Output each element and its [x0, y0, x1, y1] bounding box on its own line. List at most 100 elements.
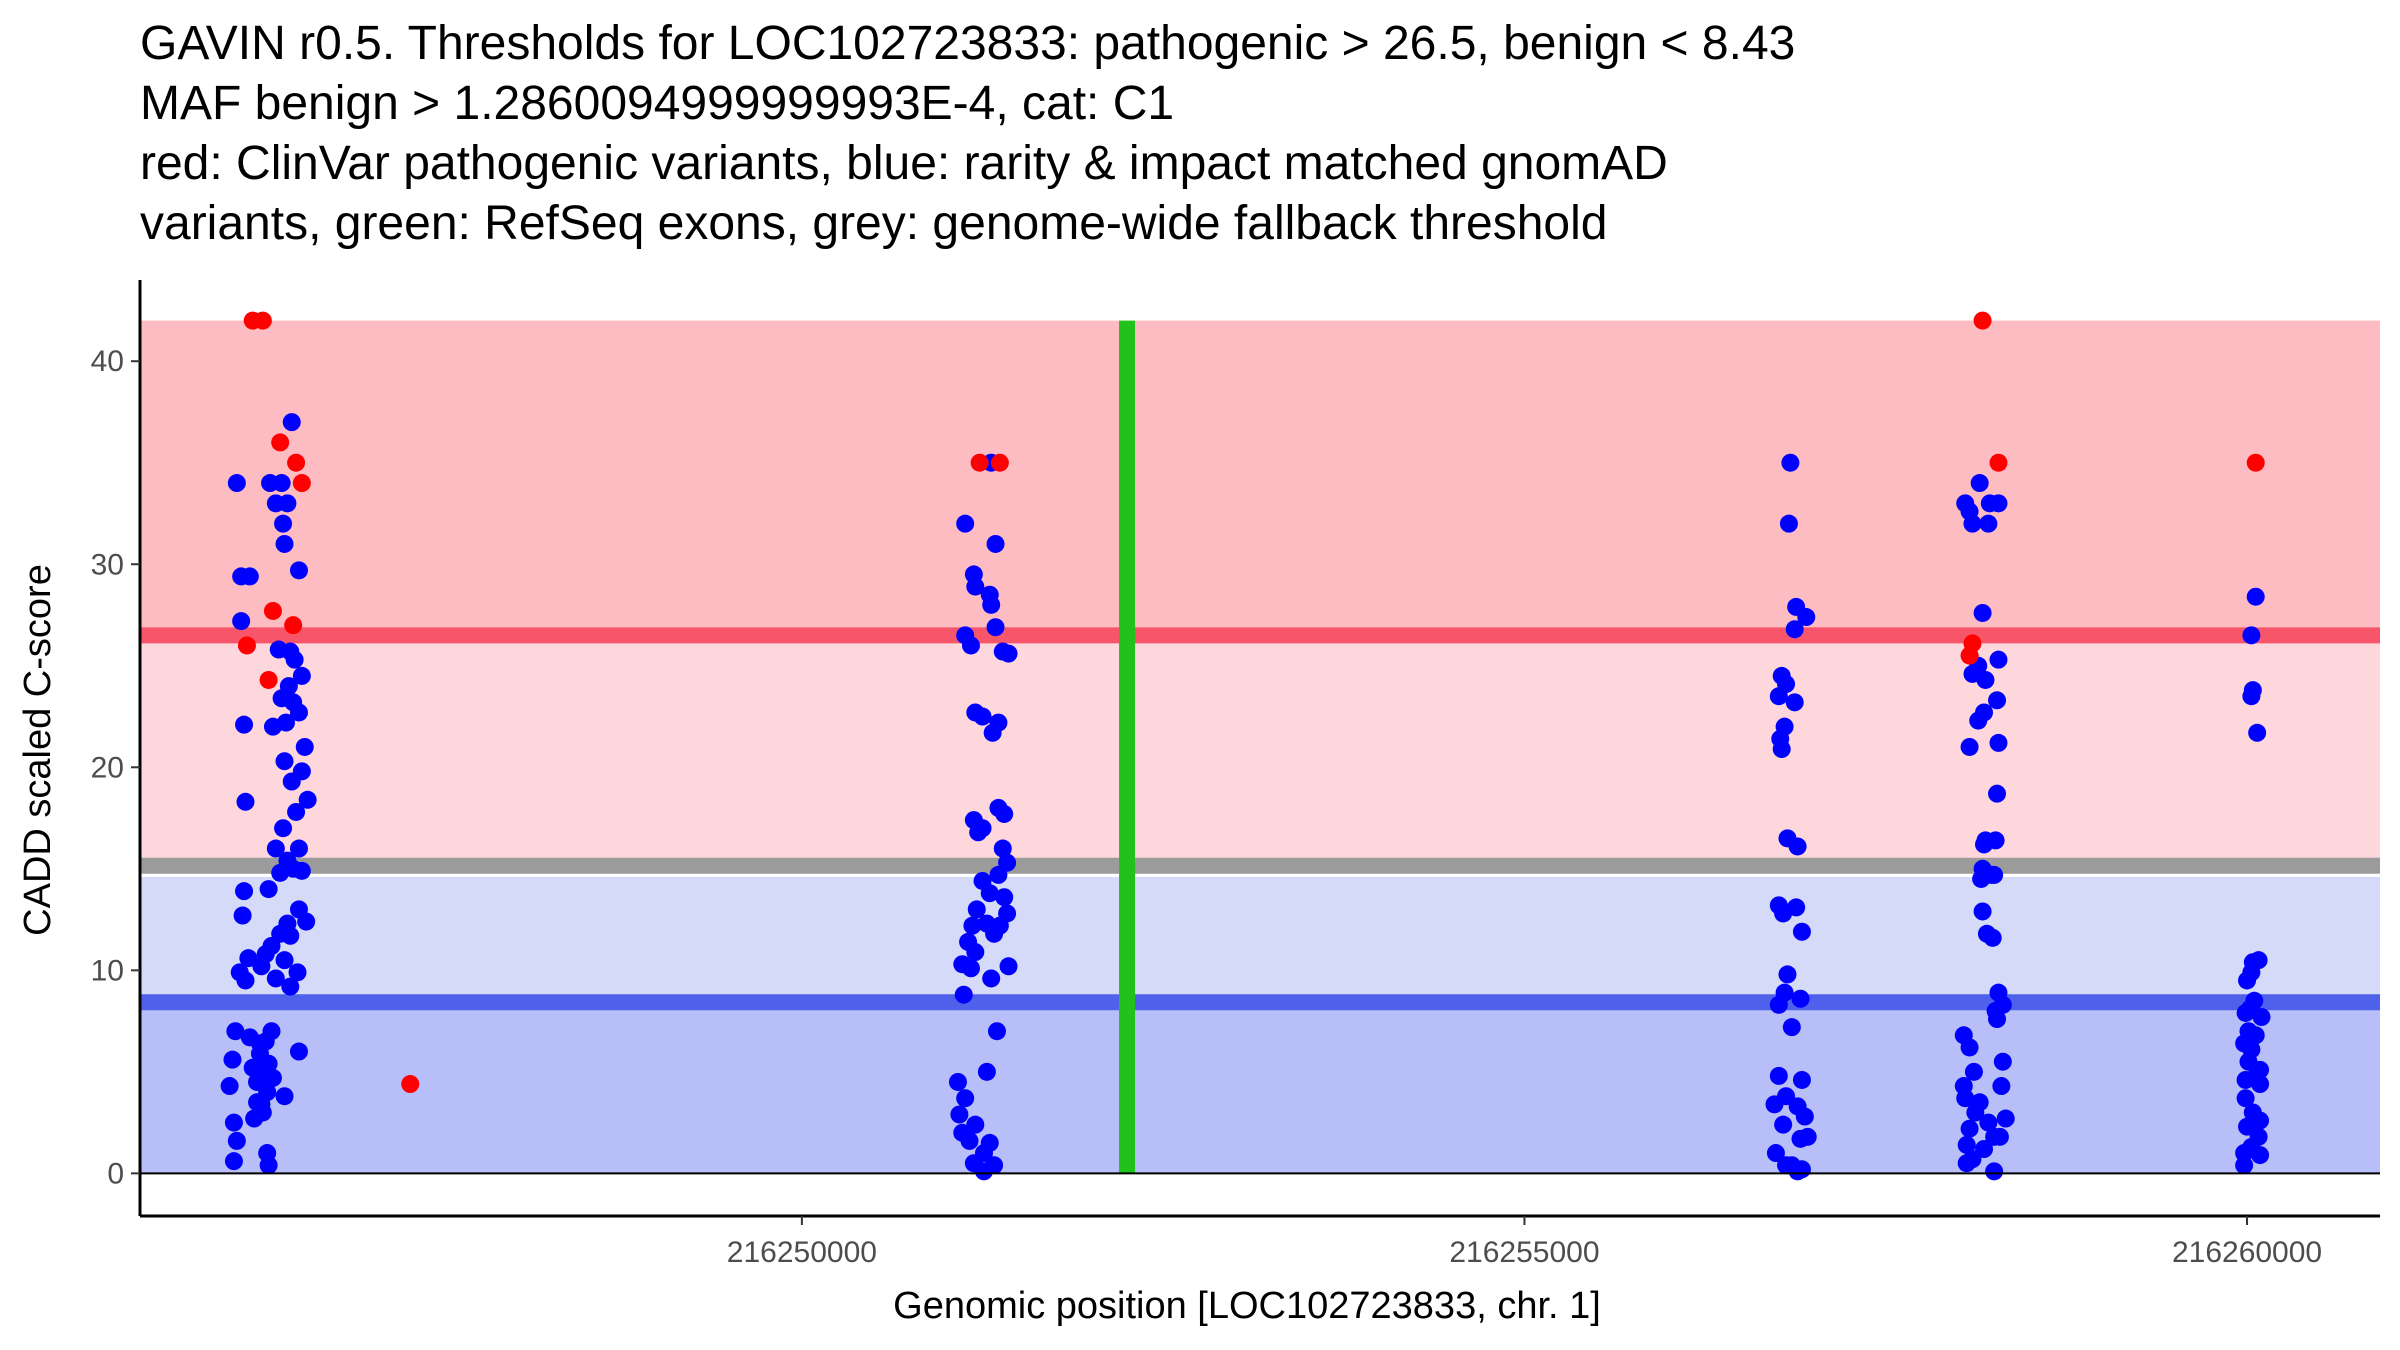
pathogenic-point	[1960, 646, 1979, 665]
gnomad-point	[1966, 1103, 1985, 1122]
pathogenic-point	[2246, 453, 2265, 472]
gnomad-point	[282, 772, 301, 791]
gnomad-point	[973, 707, 992, 726]
gnomad-point	[995, 804, 1014, 823]
gnomad-point	[1975, 1139, 1994, 1158]
gnomad-point	[1782, 1018, 1801, 1037]
gnomad-point	[2242, 687, 2261, 706]
gnomad-point	[289, 561, 308, 580]
gnomad-point	[271, 863, 290, 882]
gnomad-point	[969, 823, 988, 842]
gnomad-point	[960, 1131, 979, 1150]
pathogenic-point	[271, 433, 290, 452]
gnomad-point	[1781, 453, 1800, 472]
gnomad-point	[1769, 687, 1788, 706]
gnomad-point	[1798, 1127, 1817, 1146]
gnomad-point	[2238, 1117, 2257, 1136]
gnomad-point	[1785, 620, 1804, 639]
gnomad-point	[1774, 1115, 1793, 1134]
threshold-region	[140, 635, 2380, 866]
gnomad-point	[1973, 603, 1992, 622]
gnomad-point	[227, 474, 246, 493]
gnomad-point	[1973, 902, 1992, 921]
gnomad-point	[1960, 1119, 1979, 1138]
gnomad-point	[999, 957, 1018, 976]
gnomad-point	[1956, 1089, 1975, 1108]
pathogenic-point	[263, 601, 282, 620]
gnomad-point	[999, 644, 1018, 663]
y-tick-label: 40	[91, 345, 124, 378]
y-tick-label: 30	[91, 548, 124, 581]
gnomad-point	[956, 514, 975, 533]
pathogenic-point	[1989, 453, 2008, 472]
gnomad-point	[236, 971, 255, 990]
gnomad-point	[2236, 1089, 2255, 1108]
y-tick-label: 10	[91, 954, 124, 987]
gnomad-point	[1957, 1154, 1976, 1173]
gnomad-point	[263, 717, 282, 736]
chart-title-line: GAVIN r0.5. Thresholds for LOC102723833:…	[140, 17, 1796, 70]
pathogenic-point	[401, 1075, 420, 1094]
gnomad-point	[281, 977, 300, 996]
y-tick-label: 0	[107, 1157, 124, 1190]
x-tick-label: 216255000	[1449, 1236, 1599, 1269]
gnomad-point	[1785, 693, 1804, 712]
gnomad-point	[289, 1042, 308, 1061]
pathogenic-point	[259, 670, 278, 689]
gnomad-point	[259, 1156, 278, 1175]
threshold-region	[140, 320, 2380, 636]
gnomad-point	[1797, 608, 1816, 627]
pathogenic-point	[237, 636, 256, 655]
gnomad-point	[993, 839, 1012, 858]
gnomad-point	[1791, 989, 1810, 1008]
gnomad-point	[235, 715, 254, 734]
gnomad-point	[1979, 514, 1998, 533]
gnomad-point	[2246, 587, 2265, 606]
gnomad-point	[297, 912, 316, 931]
chart-title-line: variants, green: RefSeq exons, grey: gen…	[140, 197, 1608, 250]
gnomad-point	[1972, 869, 1991, 888]
y-tick-label: 20	[91, 751, 124, 784]
gnomad-point	[961, 959, 980, 978]
gnomad-point	[956, 1089, 975, 1108]
gnomad-point	[285, 650, 304, 669]
gnomad-point	[967, 900, 986, 919]
gnomad-point	[1769, 995, 1788, 1014]
gnomad-point	[985, 1156, 1004, 1175]
gnomad-point	[950, 1105, 969, 1124]
gnomad-point	[292, 861, 311, 880]
gnomad-point	[1963, 514, 1982, 533]
gnomad-point	[1772, 740, 1791, 759]
gnomad-point	[1957, 1135, 1976, 1154]
gnomad-point	[275, 951, 294, 970]
x-tick-label: 216250000	[727, 1236, 877, 1269]
gnomad-point	[2243, 953, 2262, 972]
gnomad-point	[966, 1115, 985, 1134]
threshold-region	[140, 876, 2380, 1003]
gnomad-point	[995, 888, 1014, 907]
threshold-region	[140, 1002, 2380, 1174]
gnomad-point	[1960, 737, 1979, 756]
gnomad-point	[275, 534, 294, 553]
gnomad-point	[239, 949, 258, 968]
gnomad-point	[966, 577, 985, 596]
x-axis-title: Genomic position [LOC102723833, chr. 1]	[893, 1285, 1601, 1327]
data-points	[220, 311, 2271, 1181]
gnomad-point	[259, 880, 278, 899]
chart-title-line: MAF benign > 1.2860094999999993E-4, cat:…	[140, 77, 1175, 130]
gnomad-point	[275, 1087, 294, 1106]
gnomad-point	[2235, 1156, 2254, 1175]
gnomad-point	[2248, 723, 2267, 742]
gnomad-point	[1992, 1077, 2011, 1096]
gnomad-point	[1996, 1109, 2015, 1128]
gnomad-point	[223, 1050, 242, 1069]
gnomad-point	[2236, 1003, 2255, 1022]
gnomad-point	[986, 618, 1005, 637]
gnomad-point	[266, 969, 285, 988]
pathogenic-point	[970, 453, 989, 472]
gnomad-point	[278, 494, 297, 513]
gnomad-point	[1778, 965, 1797, 984]
gnomad-point	[288, 963, 307, 982]
gnomad-point	[966, 943, 985, 962]
